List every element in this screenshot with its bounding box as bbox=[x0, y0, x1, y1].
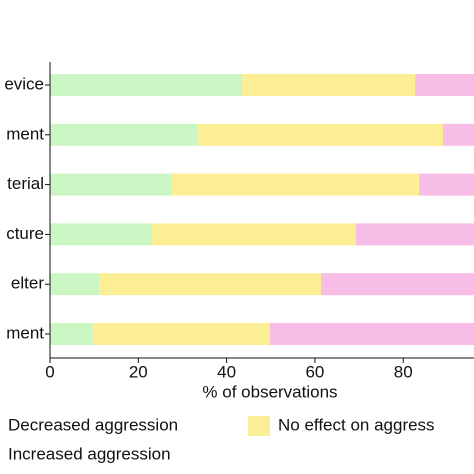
y-tick-label: evice bbox=[4, 74, 44, 93]
bar-segment bbox=[50, 123, 198, 146]
y-tick-label: ment bbox=[6, 323, 44, 342]
bar-segment bbox=[171, 173, 420, 196]
x-tick-label: 60 bbox=[305, 362, 324, 381]
bar-segment bbox=[50, 223, 152, 246]
legend-swatch bbox=[248, 416, 270, 436]
bar-segment bbox=[197, 123, 443, 146]
legend-label: Increased aggression bbox=[8, 444, 171, 463]
legend-label: Decreased aggression bbox=[8, 415, 178, 434]
bar-segment bbox=[50, 74, 243, 96]
bar-segment bbox=[321, 273, 474, 296]
legend-label: No effect on aggress bbox=[278, 415, 435, 434]
bar-segment bbox=[50, 273, 100, 296]
x-tick-label: 0 bbox=[45, 362, 54, 381]
x-tick-label: 40 bbox=[217, 362, 236, 381]
y-tick-label: terial bbox=[7, 174, 44, 193]
x-axis-title: % of observations bbox=[202, 382, 337, 401]
bar-segment bbox=[50, 323, 93, 345]
bar-segment bbox=[415, 74, 474, 96]
bar-segment bbox=[355, 223, 474, 246]
bar-segment bbox=[99, 273, 322, 296]
x-tick-label: 80 bbox=[394, 362, 413, 381]
bar-segment bbox=[50, 173, 172, 196]
y-tick-label: cture bbox=[6, 224, 44, 243]
bar-segment bbox=[442, 123, 474, 146]
x-tick-label: 20 bbox=[129, 362, 148, 381]
bar-segment bbox=[151, 223, 356, 246]
y-tick-label: ment bbox=[6, 124, 44, 143]
bar-segment bbox=[269, 323, 474, 345]
bar-segment bbox=[419, 173, 474, 196]
bar-segment bbox=[242, 74, 416, 96]
bar-segment bbox=[92, 323, 270, 345]
y-tick-label: elter bbox=[11, 274, 44, 293]
